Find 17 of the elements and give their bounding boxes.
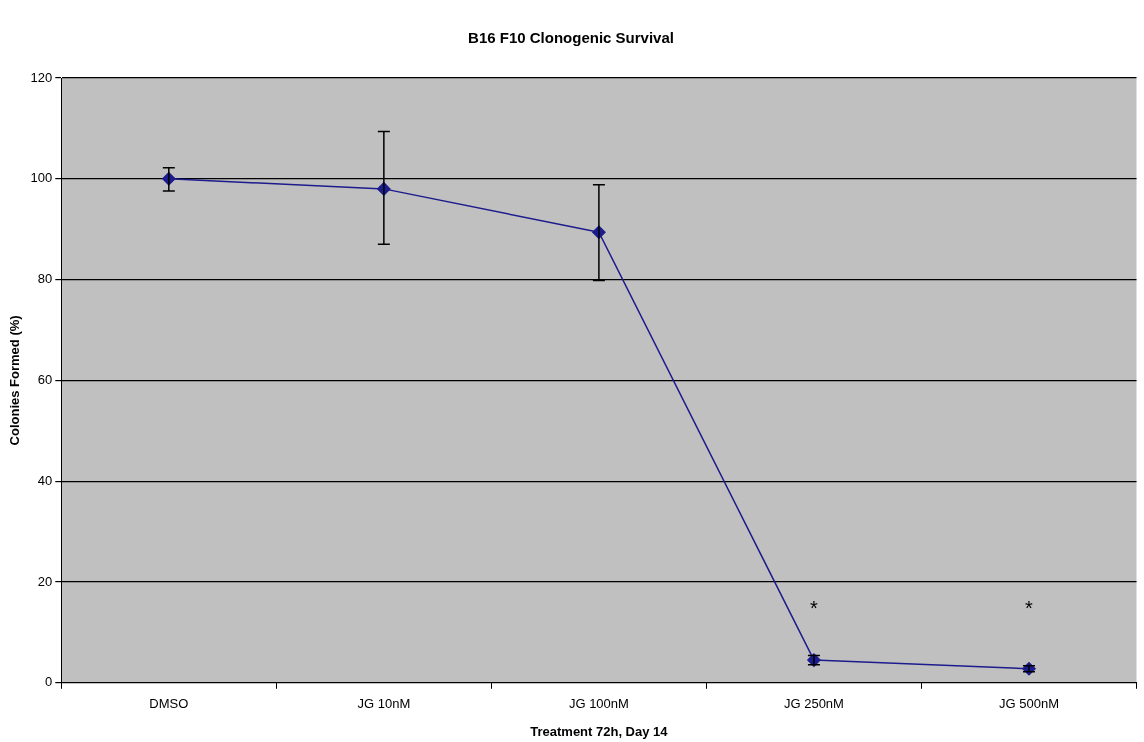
annotation: * <box>1025 596 1034 619</box>
y-tick-label: 100 <box>30 170 53 186</box>
x-tick-label: JG 10nM <box>357 696 411 712</box>
y-axis-title: Colonies Formed (%) <box>7 315 23 446</box>
x-tick-label: JG 100nM <box>568 696 629 712</box>
chart-title: B16 F10 Clonogenic Survival <box>468 29 674 47</box>
y-tick-label: 40 <box>37 472 53 488</box>
x-tick-label: DMSO <box>149 696 189 712</box>
annotation: * <box>810 596 819 619</box>
y-tick-label: 120 <box>30 69 53 85</box>
x-tick-label: JG 500nM <box>998 696 1059 712</box>
y-tick-label: 80 <box>37 271 53 287</box>
x-tick-label: JG 250nM <box>783 696 844 712</box>
y-tick-label: 60 <box>37 371 53 387</box>
x-axis-title: Treatment 72h, Day 14 <box>530 723 669 739</box>
y-tick-label: 20 <box>37 573 53 589</box>
y-tick-label: 0 <box>45 674 53 690</box>
